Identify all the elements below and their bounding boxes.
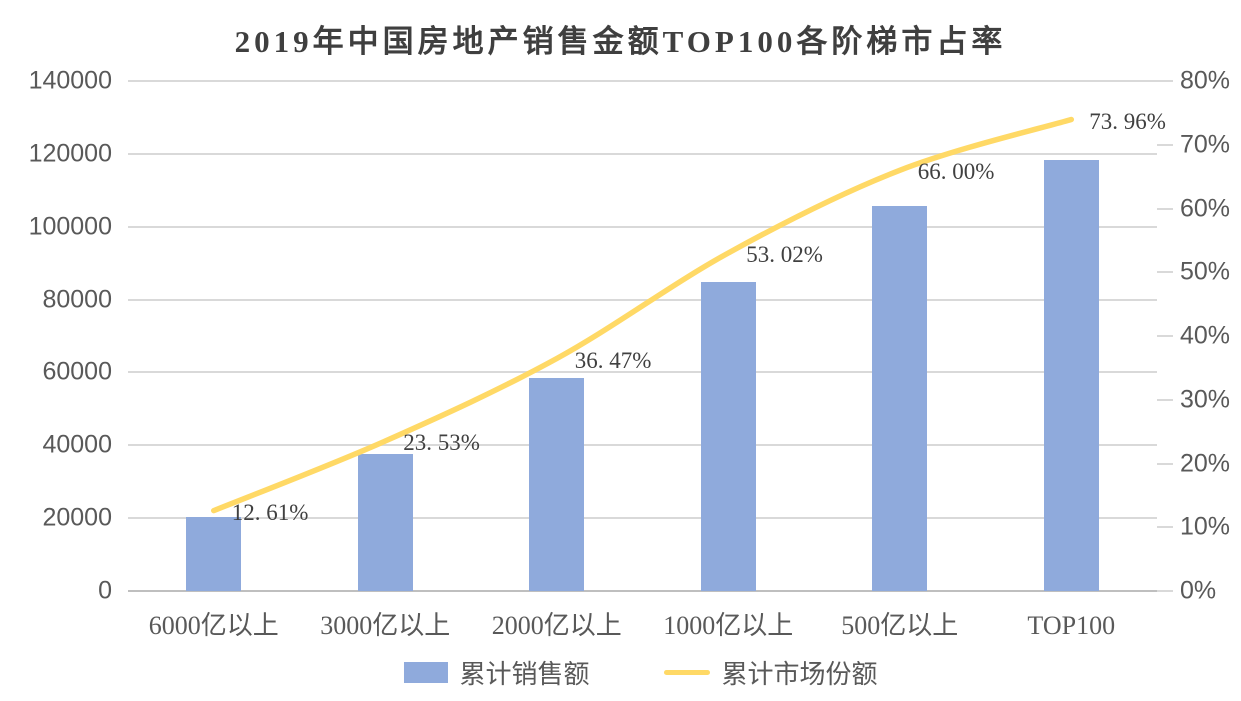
y-axis-right-tick-mark — [1157, 335, 1173, 337]
y-axis-right-tick-label: 20% — [1180, 449, 1231, 477]
chart-title: 2019年中国房地产销售金额TOP100各阶梯市占率 — [234, 24, 1007, 59]
y-axis-right-tick-label: 60% — [1180, 194, 1231, 222]
x-axis: 6000亿以上 3000亿以上 2000亿以上 1000亿以上 500亿以上 TOP100 — [128, 608, 1157, 644]
category-label: TOP100 — [1027, 611, 1116, 640]
bar-series-swatch-icon — [403, 662, 448, 683]
y-axis-right-tick-label: 40% — [1180, 321, 1231, 350]
gridline — [128, 152, 1157, 155]
category-label: 500亿以上 — [841, 611, 959, 640]
y-axis-right-tick-mark — [1157, 143, 1173, 146]
y-axis-right-tick-mark — [1157, 462, 1173, 465]
gridline — [128, 444, 1157, 447]
legend-item-bar-series: 累计销售额 — [403, 654, 590, 691]
plot-area: 12. 61% 23. 53% 36. 47% 53. 02% 66. 00% 73. 9… — [128, 80, 1166, 592]
line-series — [211, 116, 1075, 514]
y-axis-left-tick-label: 80000 — [42, 285, 112, 314]
legend-label-bar-series: 累计销售额 — [459, 660, 590, 689]
bar — [700, 282, 756, 591]
y-axis-left-tick-label: 140000 — [28, 66, 112, 95]
line-point-label: 36. 47% — [574, 347, 652, 373]
y-axis-right-tick-label: 70% — [1180, 130, 1231, 159]
bar — [1043, 160, 1099, 591]
y-axis-right-tick-label: 10% — [1180, 512, 1231, 541]
y-axis-right-tick-label: 0% — [1180, 576, 1217, 605]
y-axis-right-ticks — [1157, 80, 1173, 592]
y-axis-right-tick-label: 80% — [1180, 66, 1231, 95]
line-point-label: 53. 02% — [746, 241, 823, 267]
y-axis-right: 80% 70% 60% 50% 40% 30% 20% 10% 0% — [1180, 67, 1240, 605]
gridline — [128, 225, 1157, 228]
market-share-line — [211, 116, 1075, 514]
gridline — [128, 371, 1157, 374]
bar — [357, 454, 413, 591]
legend-label-line-series: 累计市场份额 — [721, 660, 878, 689]
y-axis-left-tick-label: 120000 — [28, 139, 112, 168]
bar — [186, 517, 242, 591]
y-axis-right-tick-mark — [1157, 526, 1173, 529]
gridline — [128, 298, 1157, 301]
y-axis-left-tick-label: 0 — [98, 576, 112, 605]
category-label: 1000亿以上 — [663, 611, 794, 640]
y-axis-right-tick-mark — [1157, 271, 1173, 274]
gridline — [128, 517, 1157, 520]
category-label: 3000亿以上 — [320, 611, 451, 640]
bar — [529, 378, 585, 591]
line-point-label: 12. 61% — [231, 499, 309, 525]
y-axis-right-tick-mark — [1157, 398, 1173, 401]
line-point-label: 23. 53% — [403, 429, 480, 455]
line-series-swatch-icon — [663, 670, 710, 675]
y-axis-left-tick-label: 100000 — [28, 212, 112, 241]
y-axis-right-tick-mark — [1157, 590, 1173, 592]
y-axis-right-tick-label: 30% — [1180, 385, 1231, 414]
y-axis-right-tick-mark — [1157, 207, 1173, 210]
gridline — [128, 80, 1157, 82]
category-label: 6000亿以上 — [148, 611, 279, 640]
bar — [872, 206, 928, 591]
y-axis-right-tick-label: 50% — [1180, 257, 1231, 286]
y-axis-left: 140000 120000 100000 80000 60000 40000 20000 0 — [0, 67, 112, 605]
line-point-label: 66. 00% — [917, 159, 995, 185]
y-axis-right-tick-mark — [1157, 80, 1173, 82]
y-axis-left-tick-label: 20000 — [42, 503, 112, 532]
legend: 累计销售额 累计市场份额 — [403, 654, 878, 691]
category-label: 2000亿以上 — [491, 611, 622, 640]
line-point-label: 73. 96% — [1089, 108, 1166, 134]
x-axis-line — [128, 590, 1157, 592]
legend-item-line-series: 累计市场份额 — [663, 654, 878, 691]
y-axis-left-tick-label: 40000 — [42, 430, 112, 459]
y-axis-left-tick-label: 60000 — [42, 357, 112, 386]
